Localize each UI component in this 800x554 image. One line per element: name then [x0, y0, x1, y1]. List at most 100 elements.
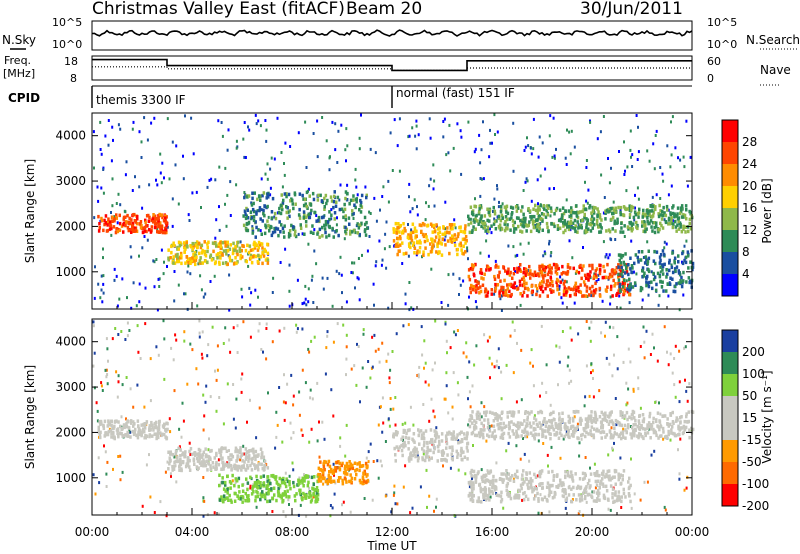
speckle-cell	[107, 119, 110, 122]
speckle-cell	[312, 132, 315, 135]
echo-cell-band-5	[620, 221, 623, 225]
echo-cell-band-5	[619, 205, 623, 210]
echo-cell-band-1	[198, 259, 202, 263]
speckle-cell	[188, 219, 191, 222]
echo-cell-band-5	[619, 212, 622, 217]
echo-cell-band-3	[398, 445, 401, 449]
echo-cell-band-5	[633, 432, 636, 436]
speckle-cell	[368, 235, 371, 238]
speckle-cell	[529, 361, 532, 365]
speckle-cell	[515, 400, 518, 404]
echo-cell-band-5	[604, 211, 607, 215]
speckle-cell	[301, 302, 304, 306]
echo-cell-band-6	[674, 284, 677, 289]
speckle-cell	[350, 367, 353, 371]
echo-cell-band-1	[231, 454, 235, 459]
echo-cell-band-4	[516, 270, 519, 274]
speckle-cell	[578, 441, 581, 445]
echo-cell-band-2	[260, 494, 264, 499]
echo-cell-band-5	[482, 221, 485, 226]
echo-cell-band-3	[445, 441, 449, 446]
speckle-cell	[382, 421, 385, 425]
echo-cell-band-2	[253, 191, 256, 195]
speckle-cell	[374, 264, 377, 268]
echo-cell-band-4	[508, 273, 512, 277]
echo-cell-band-3	[410, 457, 413, 461]
echo-cell-band-4	[530, 290, 534, 295]
echo-cell-band-4	[522, 469, 525, 473]
echo-cell-band-2	[267, 195, 270, 199]
echo-cell-band-4	[581, 294, 584, 298]
echo-cell-band-3	[444, 243, 447, 247]
echo-cell-band-3	[433, 229, 437, 234]
echo-cell-band-0	[148, 426, 151, 430]
echo-cell-band-1	[245, 454, 248, 458]
echo-cell-band-4	[565, 290, 568, 295]
echo-cell-band-2	[304, 493, 308, 498]
echo-cell-band-4	[526, 497, 530, 502]
speckle-cell	[677, 448, 679, 452]
speckle-cell	[422, 452, 425, 456]
speckle-cell	[611, 374, 614, 378]
echo-cell-band-4	[535, 487, 538, 491]
speckle-cell	[379, 405, 382, 409]
speckle-cell	[163, 176, 165, 180]
echo-cell-band-4	[494, 286, 498, 291]
echo-cell-band-4	[490, 288, 493, 292]
speckle-cell	[332, 340, 335, 344]
echo-cell-band-1	[262, 254, 266, 258]
speckle-cell	[488, 425, 491, 428]
echo-cell-band-4	[502, 293, 506, 297]
echo-cell-band-2	[354, 205, 357, 210]
echo-cell-band-5	[501, 436, 505, 440]
echo-cell-band-4	[585, 285, 589, 289]
echo-cell-band-5	[512, 422, 515, 426]
speckle-cell	[584, 180, 586, 184]
echo-cell-band-5	[538, 226, 541, 231]
echo-cell-band-3	[419, 429, 423, 433]
echo-cell-band-4	[525, 472, 528, 476]
speckle-cell	[246, 420, 248, 424]
speckle-cell	[344, 148, 347, 152]
echo-cell-band-6	[673, 289, 677, 294]
echo-cell-band-2	[280, 203, 283, 208]
speckle-cell	[242, 137, 245, 141]
echo-cell-band-2	[357, 226, 361, 230]
echo-cell-band-4	[542, 268, 545, 272]
echo-cell-band-4	[517, 488, 520, 493]
speckle-cell	[607, 157, 609, 160]
echo-cell-band-3	[397, 222, 400, 226]
echo-cell-band-2	[265, 196, 268, 200]
echo-cell-band-2	[320, 215, 324, 220]
echo-cell-band-4	[484, 287, 487, 291]
echo-cell-band-4	[495, 487, 498, 491]
speckle-cell	[160, 248, 163, 252]
echo-cell-band-1	[184, 450, 187, 454]
echo-cell-band-0	[111, 219, 114, 223]
echo-cell-band-4	[470, 469, 473, 474]
echo-cell-band-0	[105, 229, 109, 233]
speckle-cell	[496, 130, 499, 134]
speckle-cell	[367, 360, 370, 363]
speckle-cell	[627, 387, 630, 391]
echo-cell-band-2	[229, 498, 233, 503]
speckle-cell	[381, 341, 384, 345]
echo-cell-band-0	[123, 423, 126, 427]
echo-cell-band-1	[215, 451, 218, 456]
echo-cell-band-5	[651, 221, 655, 225]
speckle-cell	[414, 134, 417, 138]
echo-cell-band-2	[309, 211, 312, 216]
echo-cell-band-2	[304, 496, 308, 500]
speckle-cell	[234, 426, 237, 430]
echo-cell-band-5	[631, 432, 634, 437]
echo-cell-band-2	[318, 227, 322, 232]
echo-cell-band-6	[630, 270, 634, 275]
echo-cell-band-5	[636, 211, 640, 216]
speckle-cell	[642, 256, 645, 259]
echo-cell-band-4	[527, 287, 530, 292]
echo-cell-band-1	[209, 255, 212, 259]
echo-cell-band-2	[276, 227, 280, 231]
echo-cell-band-1	[198, 456, 201, 460]
speckle-cell	[96, 185, 99, 189]
speckle-cell	[241, 372, 244, 376]
